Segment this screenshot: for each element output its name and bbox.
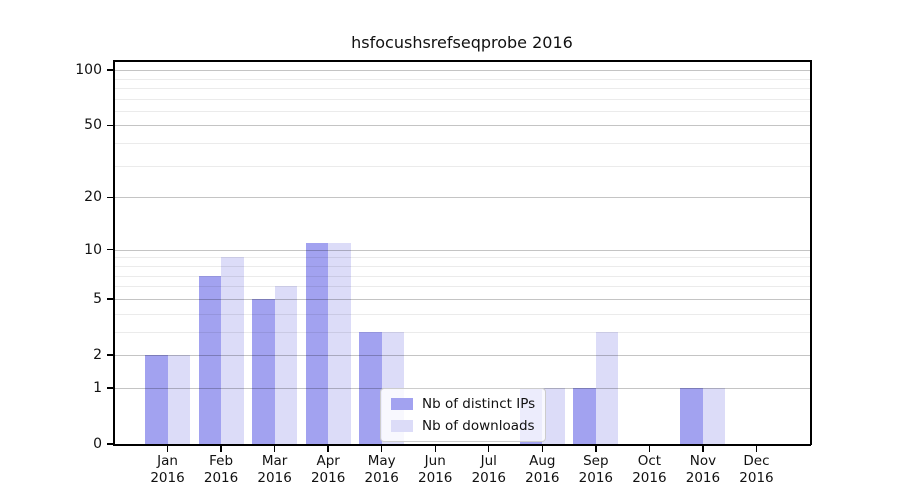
gridline-minor xyxy=(114,110,810,112)
legend-swatch-downloads xyxy=(391,420,413,432)
x-axis-tick-label: Aug 2016 xyxy=(525,453,560,486)
x-axis-tick-label: Dec 2016 xyxy=(739,453,774,486)
legend-label-distinct-ips: Nb of distinct IPs xyxy=(422,396,536,412)
gridline-major xyxy=(114,70,810,72)
x-axis-tick xyxy=(595,445,597,452)
x-axis-tick xyxy=(327,445,329,452)
x-axis-tick-label: Jul 2016 xyxy=(471,453,506,486)
x-axis-tick-label: Feb 2016 xyxy=(203,453,239,486)
x-axis-tick-label: Nov 2016 xyxy=(685,453,721,486)
gridlines-layer xyxy=(114,61,810,444)
x-axis-tick xyxy=(380,445,383,452)
x-axis-tick xyxy=(702,445,704,452)
y-axis-tick xyxy=(107,298,113,300)
bar-distinct-ips-feb xyxy=(198,275,222,444)
x-axis-tick xyxy=(220,445,222,452)
y-axis-tick xyxy=(107,196,113,199)
x-axis-tick-label: Jan 2016 xyxy=(150,453,185,486)
y-axis-tick-label: 5 xyxy=(93,290,102,307)
chart-title: hsfocushsrefseqprobe 2016 xyxy=(351,33,573,52)
x-axis-tick-label: Mar 2016 xyxy=(257,453,292,486)
bar-downloads-apr xyxy=(328,242,351,444)
gridline-minor xyxy=(114,265,810,267)
y-axis-tick-label: 20 xyxy=(84,189,102,206)
y-axis-tick xyxy=(107,249,113,251)
bar-downloads-mar xyxy=(274,286,298,444)
x-axis-tick xyxy=(434,445,436,452)
plot-spine-right xyxy=(810,60,812,445)
x-axis-tick-label: Oct 2016 xyxy=(632,453,667,486)
bar-downloads-nov xyxy=(702,387,726,444)
bar-distinct-ips-mar xyxy=(252,298,275,444)
x-axis-tick-label: Apr 2016 xyxy=(310,453,346,486)
y-axis-tick-label: 1 xyxy=(93,379,102,396)
legend-item-downloads: Nb of downloads xyxy=(391,418,535,434)
bar-downloads-feb xyxy=(221,257,244,444)
x-axis-tick xyxy=(273,445,276,452)
bar-distinct-ips-nov xyxy=(680,387,703,444)
gridline-minor xyxy=(114,98,810,100)
y-axis-tick xyxy=(107,443,113,445)
bar-distinct-ips-sep xyxy=(573,387,596,444)
gridline-minor xyxy=(114,286,810,288)
legend-swatch-distinct-ips xyxy=(391,398,413,410)
legend-item-distinct-ips: Nb of distinct IPs xyxy=(391,396,535,412)
y-axis-tick xyxy=(107,387,113,389)
plot-spine-left xyxy=(113,60,115,445)
x-axis-tick xyxy=(488,445,490,452)
x-axis-tick xyxy=(648,445,651,452)
x-axis-tick-label: Jun 2016 xyxy=(418,453,453,486)
bar-distinct-ips-jan xyxy=(145,355,168,444)
x-axis-tick xyxy=(755,445,758,452)
plot-spine-bottom xyxy=(113,444,811,446)
bar-distinct-ips-may xyxy=(359,331,382,444)
y-axis-tick-label: 0 xyxy=(93,436,102,452)
y-axis-tick-label: 10 xyxy=(84,241,102,258)
y-axis-tick-label: 2 xyxy=(93,346,102,363)
y-axis-tick xyxy=(107,69,113,71)
gridline-minor xyxy=(114,331,810,333)
gridline-minor xyxy=(114,165,810,167)
gridline-major xyxy=(114,125,810,127)
y-axis-tick-label: 50 xyxy=(84,117,102,134)
plot-area: Nb of distinct IPs Nb of downloads xyxy=(114,61,810,444)
plot-spine-top xyxy=(113,60,811,62)
legend: Nb of distinct IPs Nb of downloads xyxy=(380,388,547,442)
x-axis-tick xyxy=(166,445,169,452)
y-axis-tick xyxy=(107,354,113,356)
gridline-major xyxy=(114,354,810,356)
gridline-minor xyxy=(114,275,810,277)
gridline-minor xyxy=(114,257,810,259)
gridline-major xyxy=(114,298,810,300)
bar-downloads-aug xyxy=(542,387,565,444)
x-axis-tick-label: May 2016 xyxy=(364,453,399,486)
gridline-minor xyxy=(114,78,810,80)
gridline-minor xyxy=(114,143,810,145)
gridline-major xyxy=(114,249,810,251)
x-axis-tick xyxy=(541,445,543,452)
gridline-major xyxy=(114,197,810,199)
gridline-minor xyxy=(114,313,810,315)
gridline-minor xyxy=(114,87,810,89)
bar-downloads-sep xyxy=(595,331,619,444)
legend-label-downloads: Nb of downloads xyxy=(422,418,535,434)
y-axis-tick xyxy=(107,124,113,127)
bar-distinct-ips-apr xyxy=(305,242,329,444)
y-axis-tick-label: 100 xyxy=(75,62,102,79)
x-axis-tick-label: Sep 2016 xyxy=(578,453,614,486)
bar-downloads-jan xyxy=(167,355,191,444)
